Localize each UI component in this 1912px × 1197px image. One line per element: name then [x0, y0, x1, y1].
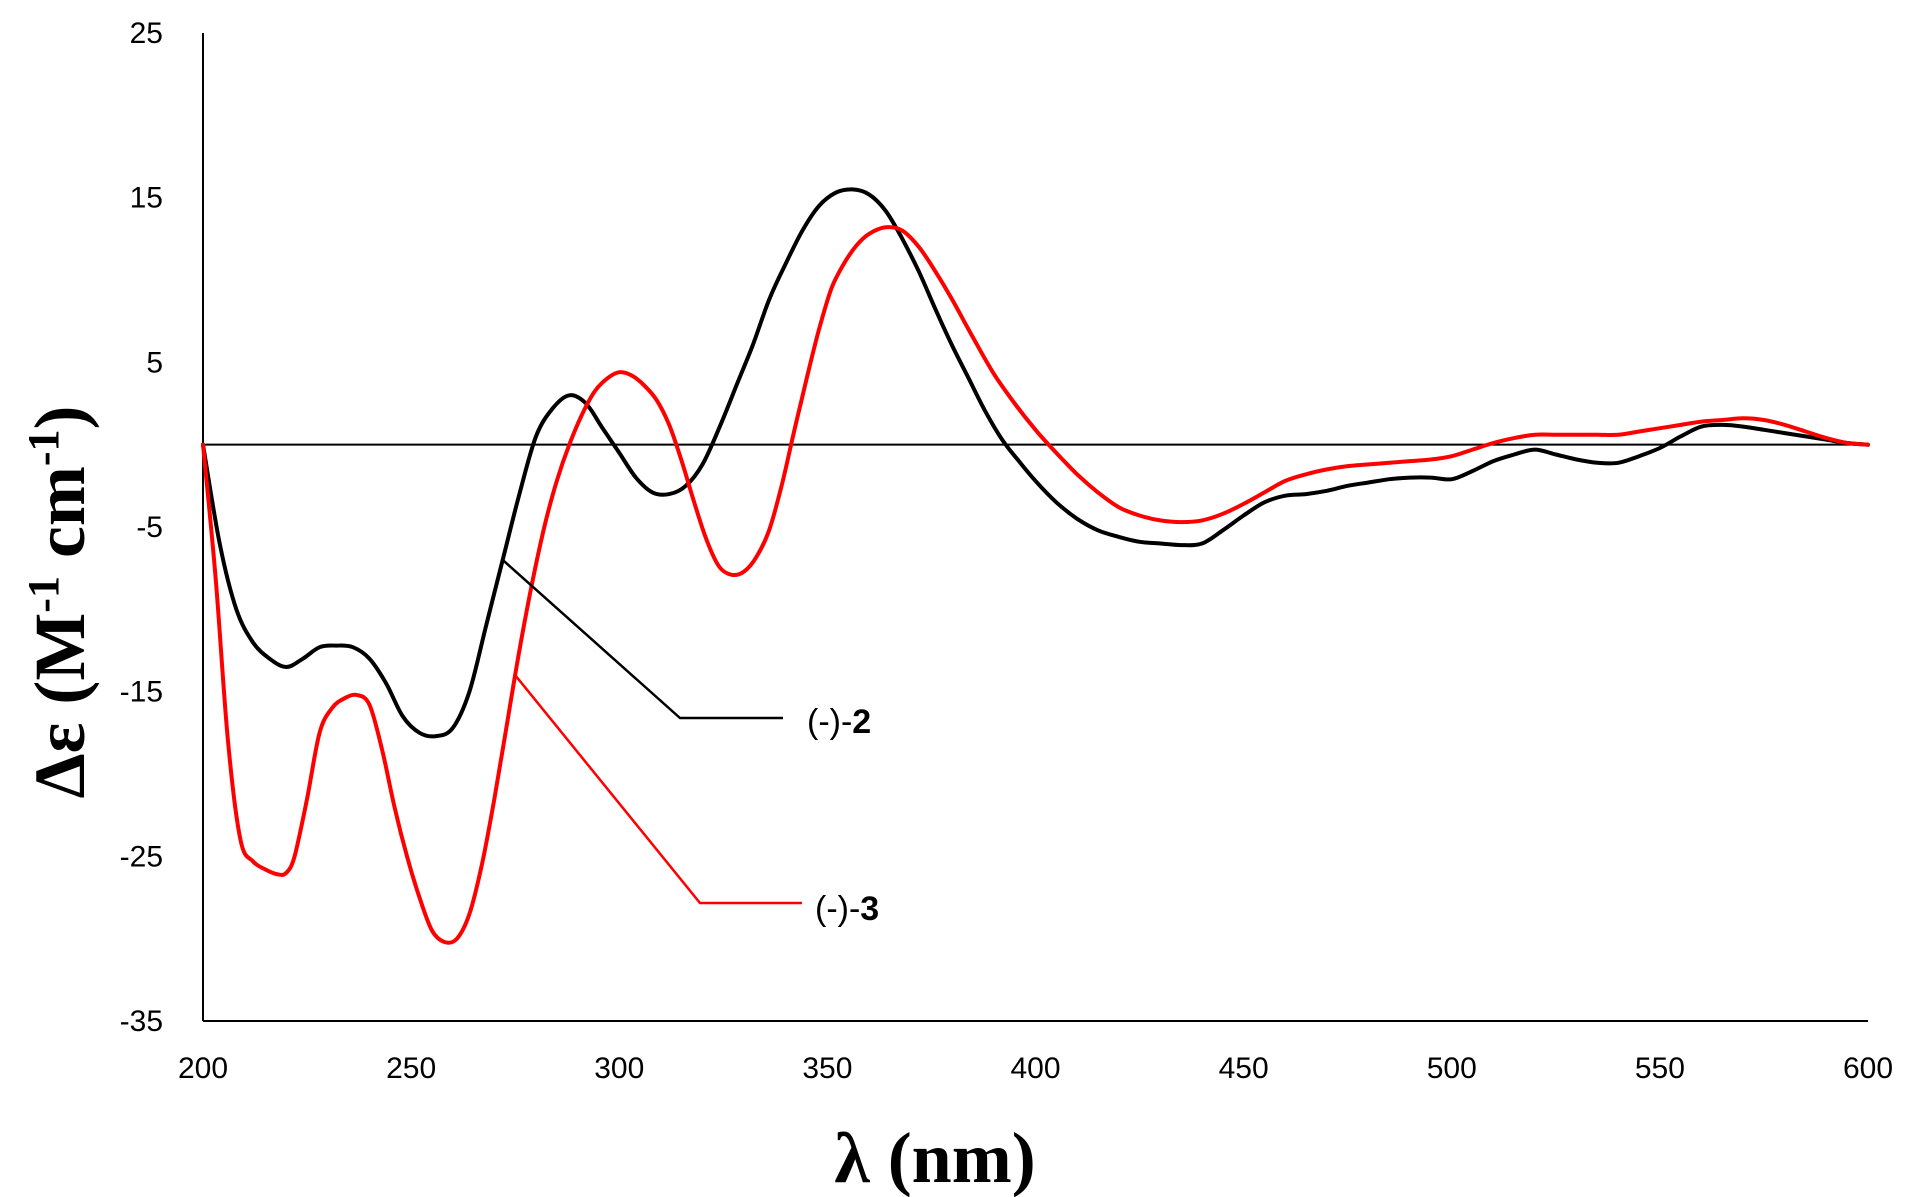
series-label-compound-3: (-)-3 [815, 890, 879, 928]
y-tick-label: 25 [130, 17, 163, 50]
y-tick-label: -15 [120, 676, 163, 709]
x-tick-label: 300 [594, 1052, 644, 1085]
x-tick-label: 350 [802, 1052, 852, 1085]
leader-line-compound-3 [514, 674, 802, 905]
series-label-compound-2: (-)-2 [807, 703, 871, 741]
series-label-3-prefix: (-)- [815, 890, 860, 928]
x-tick-label: 450 [1219, 1052, 1269, 1085]
series-line-compound-3 [201, 225, 1870, 945]
y-axis-title-sup1: -1 [19, 576, 68, 613]
y-tick-labels: 25 15 5 -5 -15 -25 -35 [120, 17, 163, 1038]
series-line-compound-2 [201, 187, 1870, 739]
x-tick-label: 600 [1843, 1052, 1893, 1085]
x-tick-label: 250 [386, 1052, 436, 1085]
x-tick-label: 500 [1427, 1052, 1477, 1085]
series-label-3-number: 3 [860, 890, 879, 928]
y-axis-title-prefix: Δε (M [20, 613, 100, 799]
x-tick-labels: 200 250 300 350 400 450 500 550 600 [178, 1052, 1893, 1085]
y-tick-label: -5 [136, 511, 163, 544]
x-tick-label: 550 [1635, 1052, 1685, 1085]
y-axis-title-suffix: ) [20, 405, 100, 429]
y-tick-label: -35 [120, 1005, 163, 1038]
leader-line-compound-2 [501, 559, 783, 720]
y-tick-label: 15 [130, 182, 163, 215]
y-tick-label: -25 [120, 840, 163, 873]
y-axis-title-mid: cm [20, 466, 100, 576]
series-label-2-prefix: (-)- [807, 703, 852, 741]
y-axis-title: Δε (M-1 cm-1) [19, 405, 100, 798]
x-tick-label: 400 [1010, 1052, 1060, 1085]
y-tick-label: 5 [146, 346, 163, 379]
x-tick-label: 200 [178, 1052, 228, 1085]
series-label-2-number: 2 [852, 703, 871, 741]
x-axis-title: λ (nm) [834, 1118, 1035, 1197]
y-axis-title-sup2: -1 [19, 429, 68, 466]
